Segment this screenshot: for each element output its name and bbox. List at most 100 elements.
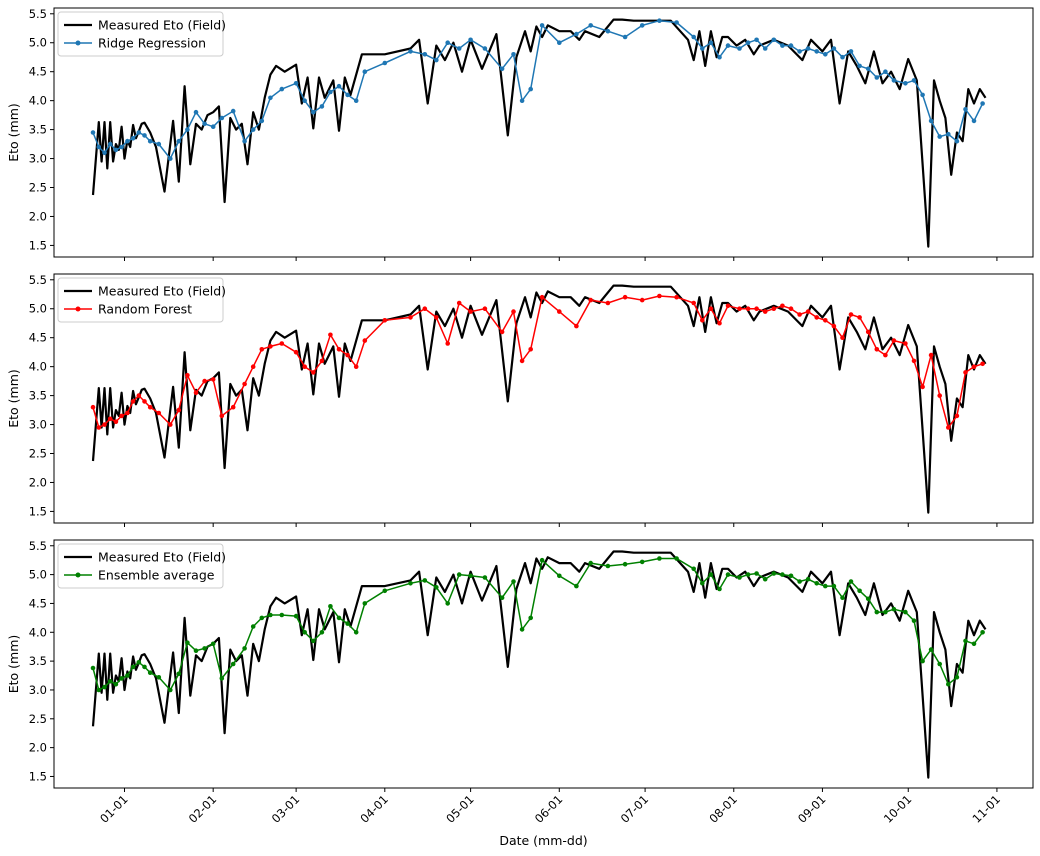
data-point [622, 294, 628, 300]
data-point [202, 378, 207, 384]
data-point [946, 131, 951, 137]
data-point [911, 358, 917, 364]
data-point [125, 138, 130, 144]
data-point [319, 358, 325, 364]
data-point [920, 92, 925, 98]
data-point [107, 416, 113, 422]
data-point [136, 130, 142, 135]
data-point [499, 66, 505, 72]
data-point [780, 572, 785, 577]
y-tick-label: 3.0 [29, 683, 47, 697]
data-point [928, 352, 934, 358]
data-point [102, 422, 107, 427]
data-point [891, 606, 897, 612]
data-point [353, 364, 359, 370]
data-point [353, 630, 359, 635]
data-point [219, 676, 225, 681]
y-tick-label: 3.0 [29, 418, 47, 432]
data-point [202, 121, 207, 127]
data-point [328, 89, 333, 95]
y-tick-label: 1.5 [29, 238, 47, 252]
y-tick-label: 4.0 [29, 360, 47, 374]
data-point [963, 638, 968, 644]
data-point [805, 46, 811, 51]
data-point [259, 615, 265, 621]
series-measured [91, 18, 987, 248]
data-point [557, 309, 562, 314]
data-point [797, 579, 802, 584]
data-point [657, 293, 662, 299]
data-point [279, 341, 285, 346]
y-axis-label: Eto (mm) [6, 369, 21, 428]
data-point [279, 612, 285, 618]
data-point [102, 150, 107, 156]
data-point [883, 609, 888, 615]
data-point [891, 78, 897, 83]
data-point [176, 671, 182, 677]
data-point [302, 364, 308, 370]
data-point [700, 581, 705, 586]
data-point [302, 98, 308, 103]
data-point [468, 573, 473, 579]
data-point [259, 118, 265, 124]
data-point [622, 34, 628, 40]
data-point [519, 358, 525, 364]
data-point [725, 43, 731, 48]
data-point [657, 18, 662, 24]
data-point [780, 43, 785, 48]
data-point [857, 63, 862, 69]
data-point [382, 588, 388, 594]
data-point [762, 576, 768, 582]
y-tick-label: 4.0 [29, 625, 47, 639]
data-point [113, 681, 119, 687]
data-point [193, 109, 199, 115]
data-point [107, 141, 113, 147]
data-point [293, 81, 299, 86]
data-point [202, 646, 207, 651]
data-point [456, 300, 462, 306]
data-point [210, 641, 216, 647]
data-point [539, 294, 545, 300]
legend-label: Ridge Regression [98, 36, 206, 51]
data-point [708, 572, 714, 577]
series-measured [91, 550, 987, 779]
data-point [528, 347, 533, 352]
data-point [130, 664, 136, 670]
data-point [242, 646, 247, 651]
data-point [382, 318, 388, 323]
data-point [279, 86, 285, 92]
data-point [362, 601, 368, 606]
data-point [456, 46, 462, 51]
data-point [230, 404, 236, 410]
data-point [874, 609, 880, 615]
data-point [946, 681, 951, 687]
y-tick-label: 3.5 [29, 123, 47, 137]
data-point [113, 419, 119, 425]
data-point [168, 156, 173, 161]
series-measured [91, 284, 987, 514]
data-point [176, 407, 182, 413]
y-tick-label: 2.5 [29, 712, 47, 726]
data-point [725, 303, 731, 309]
y-tick-label: 2.0 [29, 741, 47, 755]
data-point [954, 138, 960, 144]
data-point [831, 46, 837, 51]
data-point [168, 687, 173, 693]
data-point [771, 37, 777, 43]
series-model [90, 556, 985, 693]
data-point [482, 306, 488, 312]
data-point [754, 571, 759, 576]
x-tick-label: 09-01 [795, 792, 829, 826]
y-tick-label: 3.0 [29, 152, 47, 166]
data-point [336, 615, 342, 621]
data-point [90, 404, 96, 410]
data-point [336, 83, 342, 89]
chart-panel-3: 1.5 2.0 2.5 3.0 3.5 4.0 4.5 5.0 5.5 Eto (mm) Measu… [6, 539, 1034, 848]
data-point [345, 92, 350, 98]
data-point [823, 52, 828, 57]
data-point [788, 306, 794, 312]
data-point [928, 647, 934, 652]
series-line [91, 18, 987, 248]
data-point [911, 618, 917, 623]
data-point [737, 46, 742, 51]
